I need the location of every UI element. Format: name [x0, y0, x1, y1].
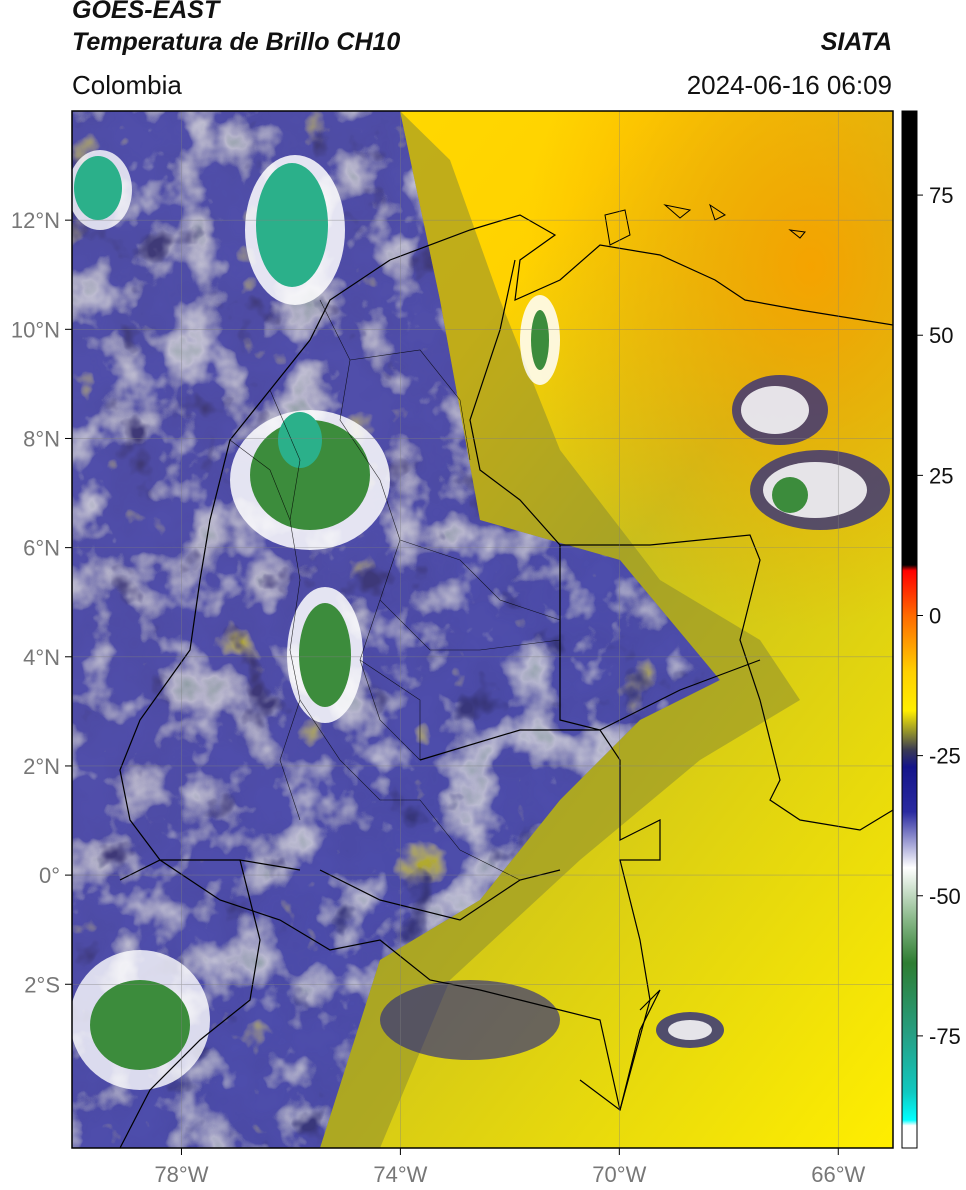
convective-cores: [72, 150, 890, 1090]
department-borders: [229, 299, 561, 881]
latitude-tick-label: 10°N: [11, 317, 60, 342]
country-borders: [119, 214, 893, 1148]
colorbar-tick-label: 50: [929, 323, 953, 348]
colorbar-tick-label: 25: [929, 463, 953, 488]
longitude-tick-label: 78°W: [154, 1162, 208, 1187]
colorbar: 75 50 25 0 -25 -50 -75: [901, 110, 961, 1149]
latitude-ticks: 12°N 10°N 8°N 6°N 4°N 2°N 0° 2°S: [11, 208, 72, 997]
colorbar-tick-label: -75: [929, 1024, 961, 1049]
graticule: [72, 111, 893, 1148]
colorbar-tick-label: 0: [929, 603, 941, 628]
region-label: Colombia: [72, 70, 182, 100]
olive-transition-band: [320, 111, 800, 1148]
latitude-tick-label: 2°N: [23, 754, 60, 779]
longitude-ticks: 78°W 74°W 70°W 66°W: [154, 1148, 866, 1187]
colorbar-tick-label: 75: [929, 183, 953, 208]
latitude-tick-label: 0°: [39, 863, 60, 888]
map-panel: [72, 111, 893, 1148]
longitude-tick-label: 74°W: [373, 1162, 427, 1187]
latitude-tick-label: 2°S: [24, 972, 60, 997]
longitude-tick-label: 66°W: [811, 1162, 865, 1187]
map-frame: [71, 110, 894, 1149]
latitude-tick-label: 8°N: [23, 426, 60, 451]
latitude-tick-label: 6°N: [23, 536, 60, 561]
satellite-title: GOES-EAST: [72, 0, 220, 24]
latitude-tick-label: 12°N: [11, 208, 60, 233]
timestamp-label: 2024-06-16 06:09: [686, 70, 892, 100]
product-title: Temperatura de Brillo CH10: [72, 28, 401, 56]
latitude-tick-label: 4°N: [23, 645, 60, 670]
colorbar-ticks: 75 50 25 0 -25 -50 -75: [917, 183, 961, 1049]
colorbar-tick-label: -25: [929, 744, 961, 769]
colorbar-frame: [901, 110, 918, 1149]
organization-label: SIATA: [820, 28, 892, 56]
islands: [604, 203, 806, 246]
colorbar-tick-label: -50: [929, 884, 961, 909]
colorbar-gradient: [902, 111, 917, 1148]
longitude-tick-label: 70°W: [592, 1162, 646, 1187]
